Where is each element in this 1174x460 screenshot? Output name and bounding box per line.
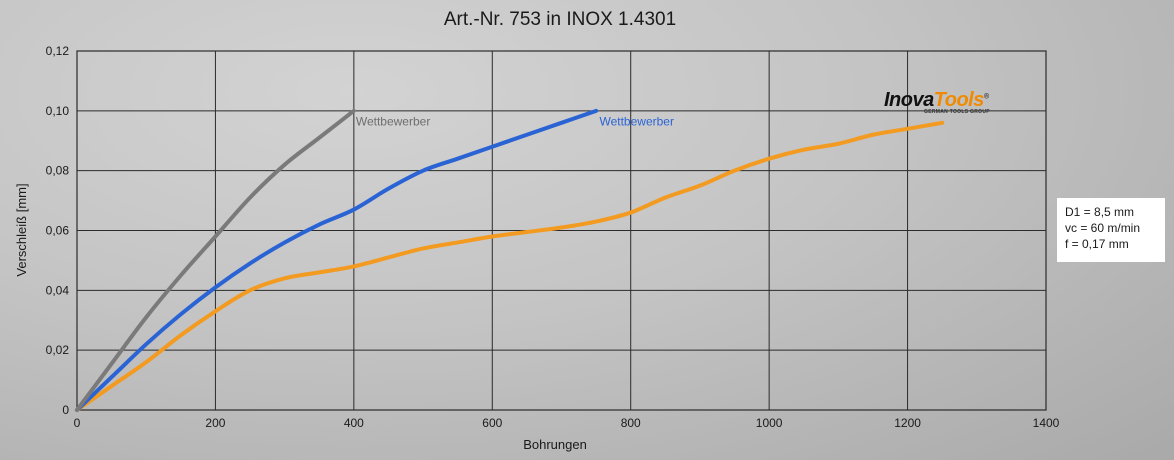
series-annotation-0: Wettbewerber xyxy=(356,114,430,128)
x-tick-label: 600 xyxy=(482,416,502,430)
x-tick-label: 1000 xyxy=(756,416,783,430)
series-annotation-1: Wettbewerber xyxy=(599,114,673,128)
x-tick-label: 0 xyxy=(74,416,81,430)
logo-text-inova: Inova xyxy=(884,89,934,111)
y-tick-label: 0 xyxy=(62,403,69,417)
x-tick-label: 400 xyxy=(344,416,364,430)
y-tick-label: 0,12 xyxy=(46,44,70,58)
param-feed: f = 0,17 mm xyxy=(1065,237,1129,251)
chart-title: Art.-Nr. 753 in INOX 1.4301 xyxy=(444,9,676,30)
series-lines xyxy=(75,108,945,412)
x-tick-label: 1200 xyxy=(894,416,921,430)
tick-labels: 0 200 400 600 800 1000 1200 1400 0 0,02 0,04 0,06 0,… xyxy=(46,44,1060,430)
y-tick-label: 0,10 xyxy=(46,104,70,118)
y-tick-label: 0,08 xyxy=(46,164,70,178)
y-tick-label: 0,06 xyxy=(46,224,70,238)
x-tick-label: 1400 xyxy=(1033,416,1060,430)
series-annotations: Wettbewerber Wettbewerber xyxy=(356,114,674,128)
series-line-2 xyxy=(75,120,945,412)
logo-registered-mark: ® xyxy=(983,93,989,101)
grid xyxy=(77,51,1046,410)
series-line-0 xyxy=(75,108,356,412)
parameter-box: D1 = 8,5 mm vc = 60 m/min f = 0,17 mm xyxy=(1057,198,1165,262)
logo-tagline: GERMAN TOOLS GROUP xyxy=(924,109,990,115)
series-line-1 xyxy=(75,108,599,412)
x-tick-label: 200 xyxy=(205,416,225,430)
y-tick-label: 0,02 xyxy=(46,343,70,357)
y-tick-label: 0,04 xyxy=(46,283,70,297)
x-axis-label: Bohrungen xyxy=(523,437,587,452)
logo-text-tools: Tools xyxy=(933,89,985,111)
y-axis-label: Verschleiß [mm] xyxy=(14,183,29,276)
param-cutting-speed: vc = 60 m/min xyxy=(1065,221,1141,235)
param-diameter: D1 = 8,5 mm xyxy=(1065,205,1135,219)
x-tick-label: 800 xyxy=(621,416,641,430)
inovatools-logo: InovaTools® GERMAN TOOLS GROUP xyxy=(884,89,999,119)
